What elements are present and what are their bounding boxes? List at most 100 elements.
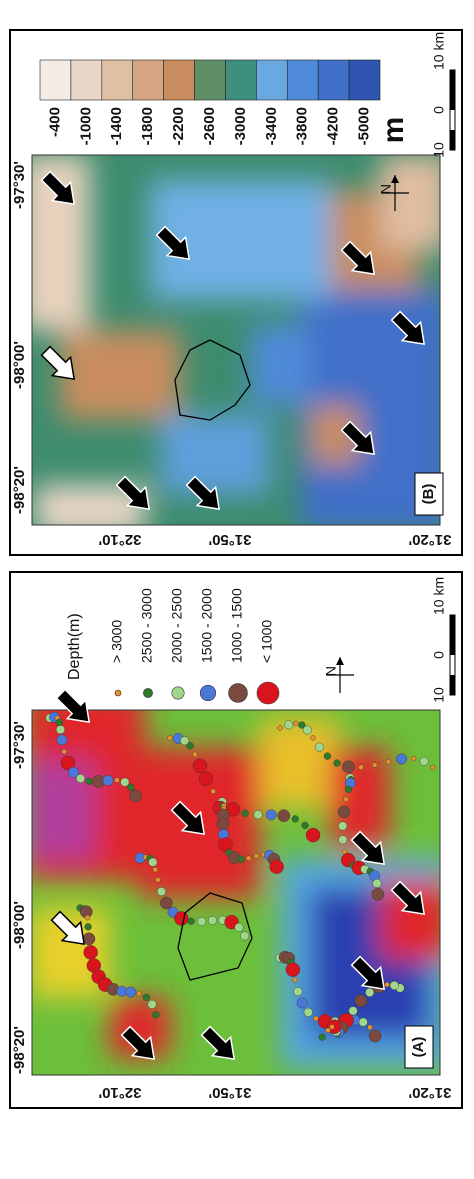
longitude-label: -97°30' [11,161,28,209]
well-dot [55,718,63,726]
well-dot [234,922,244,932]
well-dot [192,751,198,758]
latitude-label: 31°20' [409,1084,452,1101]
panel-label: (A) [410,1037,427,1058]
latitude-label: 31°50' [209,531,252,548]
colorbar-band [225,59,257,101]
well-dot [323,752,332,760]
well-dot [358,764,364,770]
well-dot [152,1011,160,1019]
well-dot [155,877,161,883]
legend-label: 1500 - 2000 [199,588,215,663]
arrow [120,1025,156,1061]
well-dot [296,997,308,1009]
well-dot [305,827,321,843]
well-dot [156,887,166,897]
map-frame [31,154,441,526]
well-dot [241,809,249,817]
arrow [115,475,151,511]
well-dot [197,916,207,926]
arrow [350,955,386,991]
well-dot [152,866,159,873]
colorbar-label: -3000 [232,107,249,145]
scale-label: 0 [431,651,447,659]
north-arrow [336,657,344,665]
well-dot [187,917,195,925]
legend-label: > 3000 [109,620,125,663]
colorbar-label: -400 [46,107,63,137]
well-dot [68,766,79,778]
longitude-label: -98°00' [11,341,28,389]
colorbar-label: -3800 [294,107,311,145]
arrow [155,225,191,261]
legend-marker [114,689,122,697]
well-dot [240,931,250,941]
map-frame [31,709,441,1076]
well-dot [348,1006,358,1016]
well-dot [61,748,67,755]
well-dot [60,755,76,771]
legend-label: < 1000 [259,620,275,663]
longitude-label: -98°20' [11,466,28,514]
well-dot [277,809,291,823]
well-dot [314,742,324,752]
legend-marker [228,683,248,703]
scale-label: 10 km [431,577,447,615]
well-dot [186,742,194,750]
scale-label: 10 [431,687,447,703]
well-dot [83,945,98,960]
colorbar-band [194,59,226,101]
well-dot [284,720,294,730]
well-dot [354,994,368,1008]
longitude-label: -98°20' [11,1026,28,1074]
well-dot [148,857,158,867]
well-dot [180,736,190,746]
scale-label: 10 km [431,32,447,70]
colorbar-band [317,59,350,101]
well-dot [358,1017,368,1027]
well-dot [253,810,263,820]
well-dot [269,859,284,874]
colorbar-band [348,59,381,101]
well-dot [207,915,217,925]
well-dot [389,980,399,990]
scale-bar [450,130,455,150]
well-dot [419,756,429,766]
arrow [170,800,206,836]
colorbar-label: -2200 [170,107,187,145]
well-dot [292,977,298,983]
colorbar-band [286,59,319,101]
well-dot [167,735,173,741]
well-dot [277,725,283,731]
well-dot [56,725,66,735]
colorbar-unit: m [377,117,410,144]
well-dot [384,981,390,988]
well-dot [147,999,157,1009]
well-dot [396,753,407,765]
colorbar-label: -5000 [356,107,373,145]
well-dot [343,796,349,802]
north-label: N [323,666,339,676]
well-dot [160,896,173,910]
depth-map [32,155,440,525]
depth-map [32,710,440,1075]
colorbar-label: -2600 [201,107,218,145]
well-dot [237,855,245,863]
well-dot [125,986,137,998]
well-dot [371,762,378,768]
well-dot [210,788,216,795]
well-dot [84,923,92,931]
legend-label: 2000 - 2500 [169,588,185,663]
well-dot [302,725,312,735]
well-dot [76,773,86,783]
colorbar-band [256,59,288,101]
well-dot [114,777,120,783]
well-dot [245,855,252,861]
well-dot [253,853,260,859]
colorbar: -400 -1000 -1400 -1800 -2200 -2600 -3000 -3400-… [39,59,381,145]
legend-marker [171,686,185,700]
well-dot [368,1029,382,1043]
north-arrow [391,175,399,183]
legend-marker [143,688,153,698]
well-dot [371,888,385,901]
